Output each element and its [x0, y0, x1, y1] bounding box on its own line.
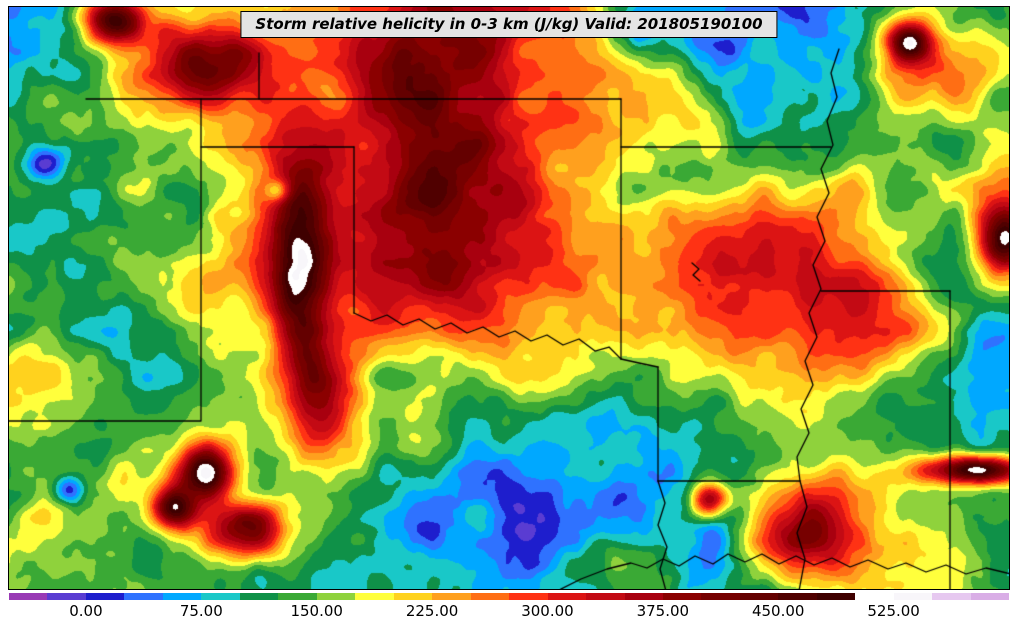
- colorbar-segment: [201, 593, 240, 600]
- colorbar-tick-label: 375.00: [636, 602, 690, 620]
- colorbar-segment: [662, 593, 702, 600]
- colorbar-segment: [278, 593, 317, 600]
- colorbar-tick-label: 300.00: [521, 602, 574, 620]
- colorbar-ticks: 0.00 75.00 150.00 225.00 300.00 375.00 450.00 5…: [9, 602, 1009, 624]
- colorbar-segment: [9, 593, 48, 600]
- colorbar-segment: [586, 593, 625, 600]
- colorbar-segment: [547, 593, 587, 600]
- colorbar-segment: [855, 593, 894, 600]
- colorbar-segment: [509, 593, 548, 600]
- colorbar-segment: [624, 593, 663, 600]
- colorbar-segment: [893, 593, 933, 600]
- colorbar-strip: [9, 593, 1010, 600]
- colorbar-segment: [932, 593, 971, 600]
- colorbar-segment: [239, 593, 279, 600]
- colorbar-segment: [124, 593, 163, 600]
- colorbar-tick-label: 225.00: [405, 602, 459, 620]
- colorbar-segment: [355, 593, 394, 600]
- colorbar-tick-label: 150.00: [290, 602, 343, 620]
- colorbar-tick-label: 0.00: [69, 602, 103, 620]
- map-title-text: Storm relative helicity in 0-3 km (J/kg)…: [255, 15, 763, 33]
- colorbar-segment: [432, 593, 471, 600]
- colorbar-tick-label: 525.00: [867, 602, 920, 620]
- helicity-field-canvas: [9, 7, 1009, 589]
- colorbar-segment: [162, 593, 202, 600]
- colorbar-segment: [701, 593, 740, 600]
- colorbar-segment: [85, 593, 125, 600]
- colorbar-tick-label: 450.00: [751, 602, 805, 620]
- colorbar-segment: [816, 593, 856, 600]
- colorbar-tick-label: 75.00: [179, 602, 223, 620]
- colorbar-segment: [778, 593, 817, 600]
- colorbar-segment: [47, 593, 86, 600]
- colorbar-segment: [393, 593, 433, 600]
- map-title: Storm relative helicity in 0-3 km (J/kg)…: [240, 11, 778, 38]
- colorbar-segment: [970, 593, 1010, 600]
- colorbar-segment: [316, 593, 356, 600]
- map-frame: Storm relative helicity in 0-3 km (J/kg)…: [8, 6, 1010, 590]
- colorbar-segment: [470, 593, 510, 600]
- colorbar-segment: [739, 593, 779, 600]
